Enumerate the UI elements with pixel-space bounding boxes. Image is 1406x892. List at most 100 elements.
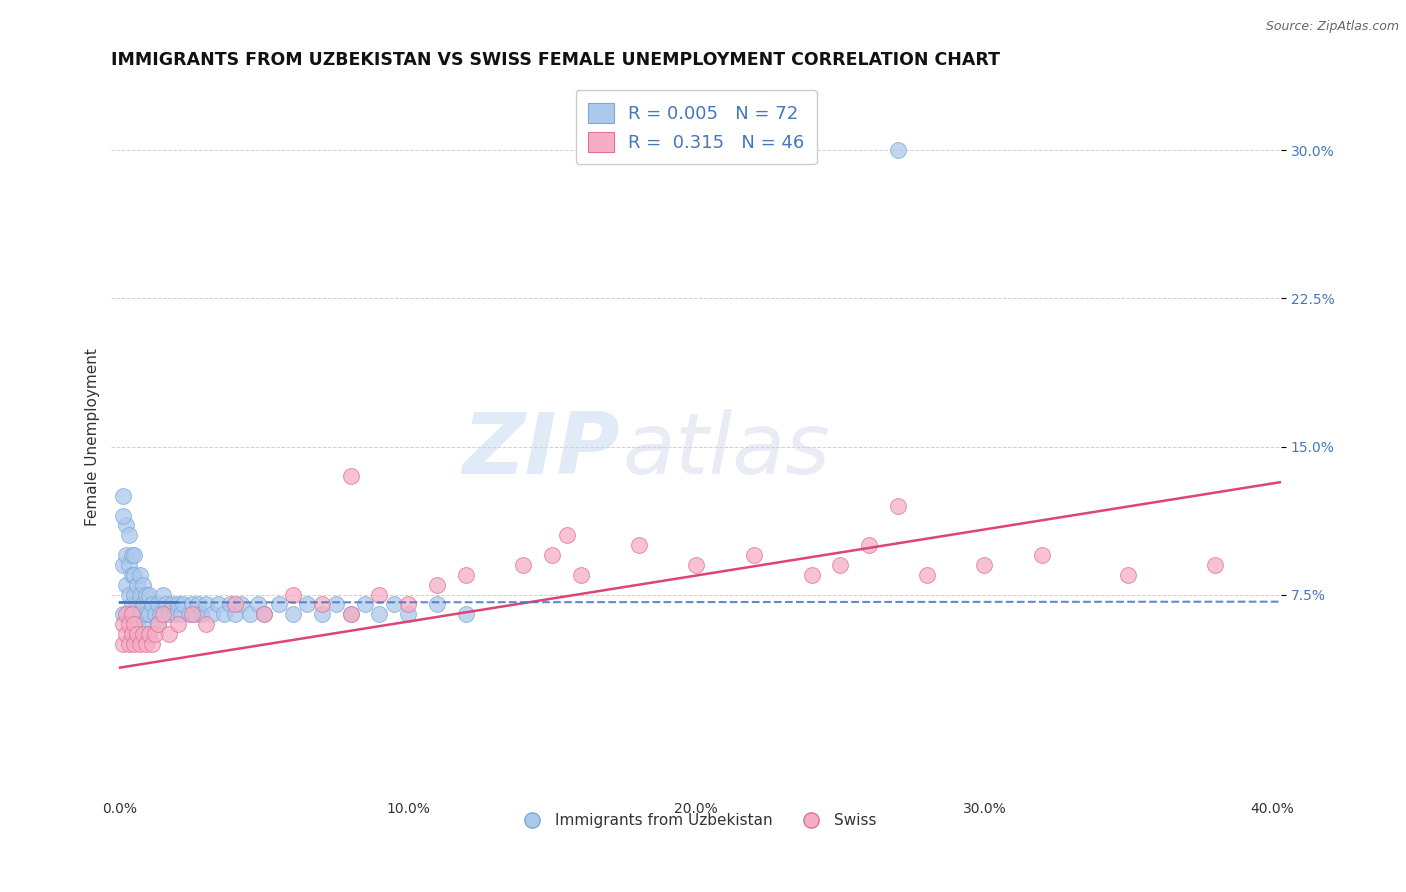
Point [114,627,136,641]
Point [247,598,270,612]
Point [127,598,149,612]
Point [382,598,405,612]
Point [127,577,149,591]
Point [454,567,477,582]
Point [569,567,592,582]
Point [146,617,169,632]
Point [1031,548,1053,562]
Point [138,607,160,622]
Point [118,607,141,622]
Point [426,598,449,612]
Point [114,518,136,533]
Point [111,607,134,622]
Point [339,607,361,622]
Point [742,548,765,562]
Point [973,558,995,572]
Point [229,598,252,612]
Point [141,637,163,651]
Point [201,607,224,622]
Point [114,607,136,622]
Point [166,617,188,632]
Point [152,607,174,622]
Point [169,607,191,622]
Point [253,607,276,622]
Point [118,588,141,602]
Point [129,637,152,651]
Point [129,588,152,602]
Point [111,558,134,572]
Point [239,607,262,622]
Point [132,598,155,612]
Point [132,627,155,641]
Point [1204,558,1226,572]
Point [354,598,377,612]
Point [190,607,212,622]
Point [138,588,160,602]
Point [135,637,157,651]
Point [172,598,194,612]
Text: ZIP: ZIP [463,409,620,492]
Point [396,607,419,622]
Point [195,598,218,612]
Point [181,598,204,612]
Point [111,617,134,632]
Point [135,607,157,622]
Point [297,598,319,612]
Point [129,567,152,582]
Point [224,607,246,622]
Point [121,598,143,612]
Point [163,607,186,622]
Point [118,617,141,632]
Point [887,499,910,513]
Point [454,607,477,622]
Point [224,598,246,612]
Point [124,588,146,602]
Point [627,538,650,552]
Point [124,548,146,562]
Text: atlas: atlas [623,409,831,492]
Point [118,558,141,572]
Point [207,598,229,612]
Point [135,588,157,602]
Point [118,528,141,542]
Text: Source: ZipAtlas.com: Source: ZipAtlas.com [1265,20,1399,33]
Point [121,627,143,641]
Point [127,627,149,641]
Point [114,577,136,591]
Point [124,607,146,622]
Point [830,558,852,572]
Point [396,598,419,612]
Point [114,548,136,562]
Point [281,588,304,602]
Point [124,567,146,582]
Point [325,598,347,612]
Point [160,598,183,612]
Point [512,558,534,572]
Point [212,607,235,622]
Point [152,588,174,602]
Point [111,508,134,523]
Point [915,567,938,582]
Point [155,598,177,612]
Point [195,617,218,632]
Point [541,548,564,562]
Point [858,538,880,552]
Point [339,469,361,483]
Point [157,627,180,641]
Point [146,617,169,632]
Point [887,144,910,158]
Point [368,607,391,622]
Point [143,607,166,622]
Point [124,637,146,651]
Point [368,588,391,602]
Point [143,627,166,641]
Point [181,607,204,622]
Point [121,567,143,582]
Point [121,607,143,622]
Point [311,598,333,612]
Text: IMMIGRANTS FROM UZBEKISTAN VS SWISS FEMALE UNEMPLOYMENT CORRELATION CHART: IMMIGRANTS FROM UZBEKISTAN VS SWISS FEMA… [111,51,1001,69]
Point [281,607,304,622]
Point [124,617,146,632]
Point [187,598,209,612]
Point [218,598,240,612]
